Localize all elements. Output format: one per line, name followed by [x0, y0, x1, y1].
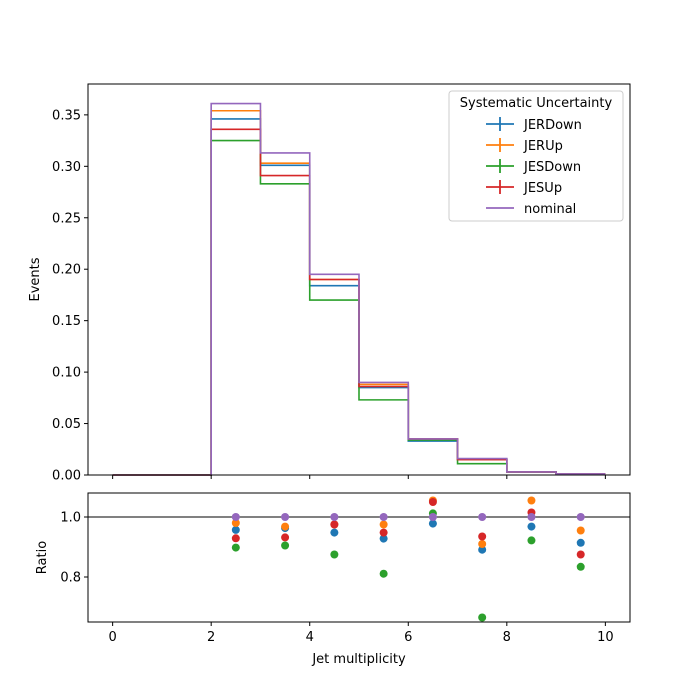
- top-x-ticks: [112, 475, 606, 479]
- top-y-tick-label: 0.05: [52, 417, 81, 432]
- top-y-axis-label: Events: [28, 257, 43, 301]
- legend-entry-nominal: nominal: [486, 202, 576, 217]
- ratio-point-JERUp: [576, 526, 585, 535]
- ratio-point-JERDown: [527, 522, 536, 531]
- legend-title: Systematic Uncertainty: [460, 96, 613, 111]
- series-step-nominal: [112, 102, 606, 476]
- ratio-point-JESUp: [330, 520, 339, 529]
- top-y-ticks: 0.00 0.05 0.10 0.15 0.20 0.25 0.30 0.35: [52, 108, 88, 484]
- ratio-point-JERUp: [527, 496, 536, 505]
- x-tick-label: 8: [503, 630, 511, 645]
- legend-label-JERDown: JERDown: [523, 118, 582, 133]
- legend-label-JESDown: JESDown: [523, 160, 581, 175]
- ratio-point-JESDown: [281, 541, 290, 550]
- ratio-point-nominal: [330, 513, 339, 521]
- top-y-tick-label: 0.30: [52, 160, 81, 175]
- ratio-point-JERUp: [281, 522, 290, 531]
- legend-entries: JERDown JERUp JESDown JESUp nominal: [486, 117, 582, 217]
- ratio-series-nominal: [231, 513, 585, 521]
- ratio-y-ticks: 0.8 1.0: [60, 511, 88, 586]
- x-tick-label: 0: [108, 630, 116, 645]
- ratio-point-JERDown: [428, 519, 437, 528]
- legend-label-JESUp: JESUp: [523, 181, 562, 196]
- legend-label-JERUp: JERUp: [523, 139, 563, 154]
- x-axis-label: Jet multiplicity: [311, 652, 406, 667]
- legend-entry-JESDown: JESDown: [486, 159, 581, 175]
- ratio-point-JESDown: [478, 613, 487, 622]
- ratio-point-JESDown: [527, 536, 536, 545]
- ratio-panel-frame: [87, 492, 631, 623]
- ratio-point-nominal: [231, 513, 240, 521]
- ratio-point-JESUp: [231, 534, 240, 543]
- ratio-point-nominal: [478, 513, 487, 521]
- ratio-point-JERDown: [379, 534, 388, 543]
- top-y-tick-label: 0.10: [52, 366, 81, 381]
- ratio-point-JERDown: [576, 538, 585, 547]
- x-tick-label: 4: [306, 630, 314, 645]
- top-y-tick-label: 0.15: [52, 314, 81, 329]
- legend-entry-JERDown: JERDown: [486, 117, 582, 133]
- legend: Systematic Uncertainty JERDown JERUp JESDo…: [448, 90, 624, 222]
- ratio-y-tick-label: 1.0: [60, 511, 81, 526]
- ratio-point-JESDown: [379, 569, 388, 578]
- x-tick-label: 2: [207, 630, 215, 645]
- ratio-y-tick-label: 0.8: [60, 571, 81, 586]
- legend-entry-JERUp: JERUp: [486, 138, 563, 154]
- ratio-point-JERDown: [330, 528, 339, 537]
- ratio-point-JERDown: [231, 525, 240, 534]
- top-panel: 0.000.050.100.150.200.250.300.35 Events …: [28, 83, 631, 484]
- ratio-point-nominal: [576, 513, 585, 521]
- top-y-tick-label: 0.35: [52, 108, 81, 123]
- ratio-point-JESUp: [428, 498, 437, 506]
- ratio-point-JESUp: [379, 528, 388, 537]
- legend-label-nominal: nominal: [524, 202, 576, 217]
- ratio-point-JESUp: [478, 532, 487, 541]
- ratio-series-JESUp: [231, 498, 585, 559]
- ratio-point-JESUp: [576, 550, 585, 559]
- ratio-point-JESUp: [281, 533, 290, 542]
- top-y-tick-label: 0.00: [52, 469, 81, 484]
- top-y-tick-label: 0.25: [52, 211, 81, 226]
- legend-entry-JESUp: JESUp: [486, 180, 562, 196]
- ratio-point-JESDown: [231, 543, 240, 552]
- x-tick-label: 6: [404, 630, 412, 645]
- ratio-y-axis-label: Ratio: [35, 541, 50, 574]
- ratio-point-nominal: [281, 513, 290, 521]
- ratio-point-nominal: [527, 513, 536, 521]
- top-panel-frame: [87, 83, 631, 476]
- x-tick-label: 10: [597, 630, 614, 645]
- top-y-tick-label: 0.20: [52, 263, 81, 278]
- ratio-point-nominal: [428, 513, 437, 521]
- ratio-x-ticks: 0 2 4 6 8 10: [108, 622, 614, 645]
- top-series-group: [112, 102, 606, 476]
- ratio-point-JERUp: [379, 520, 388, 529]
- ratio-point-JERUp: [478, 540, 487, 548]
- ratio-points-group: [231, 496, 585, 622]
- ratio-point-JESDown: [330, 550, 339, 559]
- ratio-point-JERUp: [231, 519, 240, 527]
- ratio-panel: 0.8 1.0 0 2 4 6 8 10 Ratio: [35, 492, 631, 645]
- ratio-point-JESDown: [576, 562, 585, 571]
- ratio-point-nominal: [379, 513, 388, 521]
- ratio-point-JERDown: [478, 545, 487, 554]
